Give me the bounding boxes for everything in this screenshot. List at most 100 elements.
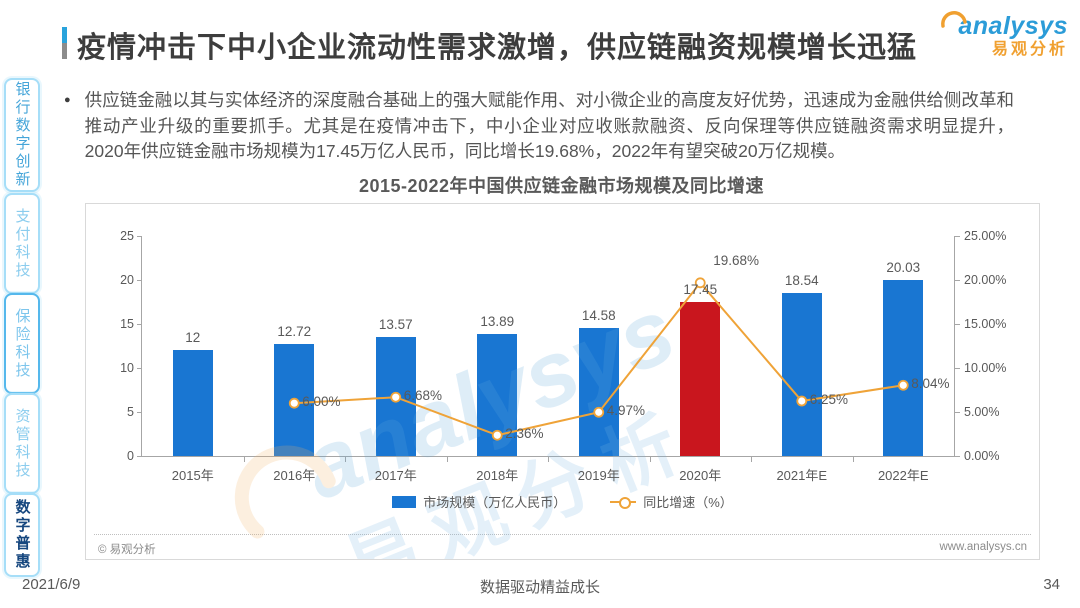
line-value-label: 6.00% xyxy=(302,394,341,410)
line-point xyxy=(796,395,808,407)
bar-value-label: 12.72 xyxy=(277,324,312,340)
x-axis-tick xyxy=(852,457,854,462)
axis-tick xyxy=(955,280,960,281)
bar-2019年 xyxy=(578,327,619,456)
x-axis-tick xyxy=(548,457,549,462)
bar-2015年 xyxy=(172,350,213,456)
line-point xyxy=(491,429,503,441)
footer-slogan: 数据驱动精益成长 xyxy=(479,579,600,596)
axis-tick xyxy=(955,324,960,325)
x-axis-label: 2016年 xyxy=(273,468,316,483)
axis-tick-label-right: 20.00% xyxy=(964,273,1007,287)
copyright-text: © 易观分析 xyxy=(98,544,156,556)
x-axis-label: 2018年 xyxy=(476,468,519,483)
line-point xyxy=(593,406,605,418)
x-axis-label: 2022年E xyxy=(877,468,929,483)
analysys-logo: analysys 易观分析 xyxy=(941,11,1068,58)
sidebar-item-2[interactable]: 支付科技 xyxy=(4,193,40,294)
legend-bar-swatch xyxy=(392,495,417,508)
header: 疫情冲击下中小企业流动性需求激增，供应链融资规模增长迅猛 xyxy=(62,24,1002,66)
line-value-label: 6.68% xyxy=(403,388,443,404)
axis-tick xyxy=(137,368,142,369)
axis-tick xyxy=(137,456,142,457)
legend-line-label: 同比增速（%） xyxy=(643,495,733,510)
bar-value-label: 18.54 xyxy=(784,272,819,288)
axis-tick-label-right: 5.00% xyxy=(964,405,1000,419)
axis-tick-label-left: 25 xyxy=(120,229,134,243)
axis-tick-label-left: 20 xyxy=(120,273,134,287)
axis-tick-label-left: 15 xyxy=(120,317,134,331)
bar-value-label: 12 xyxy=(185,330,201,346)
logo-swoosh-icon xyxy=(941,11,967,28)
x-axis-label: 2019年 xyxy=(577,468,620,483)
intro-block: ● 供应链金融以其与实体经济的深度融合基础上的强大赋能作用、对小微企业的高度友好… xyxy=(64,88,1014,165)
axis-tick-label-right: 10.00% xyxy=(964,361,1007,375)
bar-value-label: 14.58 xyxy=(581,307,616,323)
axis-tick-label-right: 15.00% xyxy=(964,317,1007,331)
x-axis-tick xyxy=(649,457,651,462)
x-axis-tick xyxy=(751,457,752,462)
line-value-label: 4.97% xyxy=(606,403,646,419)
plot-area: 0 5 10 15 20 25 0.00% 5.00% 10.00% 15.00% 20.00% 25… xyxy=(120,229,1006,483)
axis-tick xyxy=(955,412,960,413)
x-axis-label: 2021年E xyxy=(776,468,828,483)
growth-line xyxy=(288,277,909,441)
bar-2021年E xyxy=(781,292,822,456)
bullet-icon: ● xyxy=(64,94,71,106)
page-title: 疫情冲击下中小企业流动性需求激增，供应链融资规模增长迅猛 xyxy=(77,32,918,64)
bar-value-label: 13.57 xyxy=(378,316,413,332)
line-value-label: 8.04% xyxy=(911,376,950,392)
line-point xyxy=(390,391,402,403)
sidebar-item-3[interactable]: 保险科技 xyxy=(4,293,40,394)
line-value-label: 19.68% xyxy=(713,252,760,268)
footer-page-number: 34 xyxy=(1043,576,1060,593)
sidebar-item-label: 资管科技 xyxy=(13,407,31,480)
line-point xyxy=(288,397,300,409)
x-axis-tick xyxy=(446,457,448,462)
bar-value-label: 17.45 xyxy=(683,282,718,298)
axis-tick-label-right: 0.00% xyxy=(964,449,1000,463)
sidebar-item-1[interactable]: 银行数字创新 xyxy=(4,78,40,192)
axis-tick-label-right: 25.00% xyxy=(964,229,1007,243)
line-point xyxy=(694,277,706,289)
card-divider xyxy=(94,534,1031,535)
axis-tick xyxy=(955,368,960,369)
axis-tick xyxy=(955,236,960,237)
line-value-label: 6.25% xyxy=(809,392,849,407)
sidebar-item-label: 数字普惠 xyxy=(13,499,31,571)
axis-tick-label-left: 10 xyxy=(120,361,134,375)
axis-tick-label-left: 5 xyxy=(127,405,134,419)
axis-tick-label-left: 0 xyxy=(127,449,134,463)
sidebar-item-5[interactable]: 数字普惠 xyxy=(4,493,40,577)
sidebar-item-4[interactable]: 资管科技 xyxy=(4,393,40,494)
legend-item-market-size: 市场规模（万亿人民币） xyxy=(392,492,566,511)
bar-value-label: 20.03 xyxy=(886,259,921,275)
logo-brand-text: analysys xyxy=(958,12,1068,40)
legend-bar-label: 市场规模（万亿人民币） xyxy=(423,495,567,510)
website-text: www.analysys.cn xyxy=(939,541,1027,553)
intro-text: 供应链金融以其与实体经济的深度融合基础上的强大赋能作用、对小微企业的高度友好优势… xyxy=(84,90,1014,161)
legend-line-swatch xyxy=(610,496,637,509)
legend-item-growth: 同比增速（%） xyxy=(610,492,733,511)
x-axis-label: 2020年 xyxy=(679,468,722,483)
line-point xyxy=(897,379,909,391)
x-axis-label: 2017年 xyxy=(374,468,417,483)
footer-date: 2021/6/9 xyxy=(22,576,81,593)
sidebar-item-label: 保险科技 xyxy=(13,307,31,380)
bar-2022年E xyxy=(883,279,924,456)
axis-tick xyxy=(955,456,960,457)
sidebar: 银行数字创新支付科技保险科技资管科技数字普惠 xyxy=(4,0,44,608)
axis-tick xyxy=(137,236,142,237)
x-axis-tick xyxy=(345,457,346,462)
sidebar-item-label: 支付科技 xyxy=(13,207,31,280)
chart-title: 2015-2022年中国供应链金融市场规模及同比增速 xyxy=(358,176,765,196)
sidebar-item-label: 银行数字创新 xyxy=(13,81,31,189)
logo-brand-cn-text: 易观分析 xyxy=(991,41,1068,58)
line-value-label: 2.36% xyxy=(505,426,544,442)
title-marker xyxy=(62,27,67,59)
chart-legend: 市场规模（万亿人民币） 同比增速（%） xyxy=(86,492,1039,511)
axis-tick xyxy=(137,412,142,413)
x-axis-label: 2015年 xyxy=(171,468,214,483)
chart-card: analysys 易观分析 0 5 10 15 20 25 0.00% 5.00% 10.00%… xyxy=(85,203,1040,560)
